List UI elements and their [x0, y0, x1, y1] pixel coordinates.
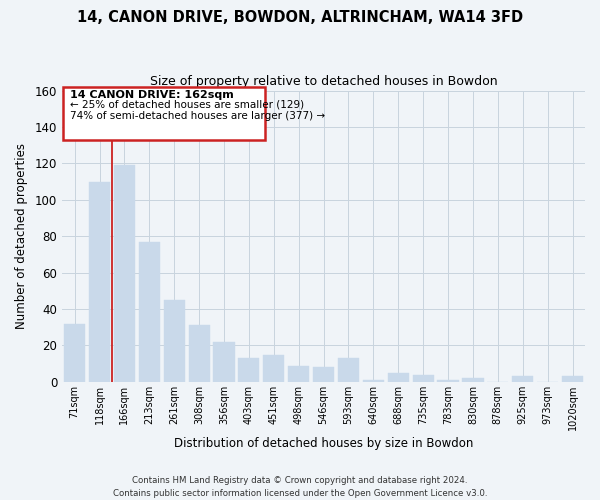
Bar — [338, 358, 359, 382]
X-axis label: Distribution of detached houses by size in Bowdon: Distribution of detached houses by size … — [174, 437, 473, 450]
Text: ← 25% of detached houses are smaller (129): ← 25% of detached houses are smaller (12… — [70, 100, 304, 110]
Bar — [89, 182, 110, 382]
Text: 14 CANON DRIVE: 162sqm: 14 CANON DRIVE: 162sqm — [70, 90, 233, 100]
Bar — [512, 376, 533, 382]
Bar — [562, 376, 583, 382]
Y-axis label: Number of detached properties: Number of detached properties — [15, 143, 28, 329]
Bar — [114, 165, 135, 382]
Bar — [64, 324, 85, 382]
Bar — [388, 373, 409, 382]
Text: Contains HM Land Registry data © Crown copyright and database right 2024.
Contai: Contains HM Land Registry data © Crown c… — [113, 476, 487, 498]
Bar — [363, 380, 384, 382]
Text: 14, CANON DRIVE, BOWDON, ALTRINCHAM, WA14 3FD: 14, CANON DRIVE, BOWDON, ALTRINCHAM, WA1… — [77, 10, 523, 25]
Bar — [139, 242, 160, 382]
Bar — [437, 380, 458, 382]
Bar — [188, 326, 209, 382]
Bar — [263, 354, 284, 382]
Bar — [164, 300, 185, 382]
Bar — [463, 378, 484, 382]
Bar — [288, 366, 309, 382]
Bar — [214, 342, 235, 382]
Bar — [413, 374, 434, 382]
Text: 74% of semi-detached houses are larger (377) →: 74% of semi-detached houses are larger (… — [70, 110, 325, 120]
FancyBboxPatch shape — [64, 87, 265, 140]
Title: Size of property relative to detached houses in Bowdon: Size of property relative to detached ho… — [150, 75, 497, 88]
Bar — [313, 368, 334, 382]
Bar — [238, 358, 259, 382]
